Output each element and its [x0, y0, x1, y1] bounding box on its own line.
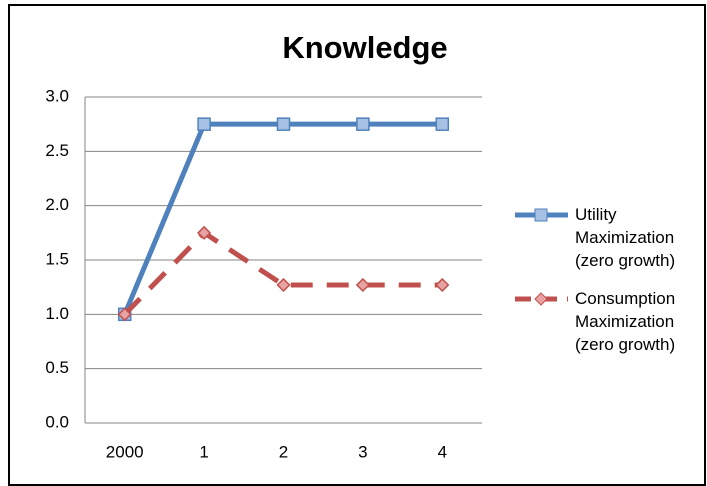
y-tick-label: 2.0	[45, 195, 69, 214]
point-marker	[435, 117, 450, 131]
legend-item	[515, 208, 568, 222]
legend-marker	[534, 292, 548, 306]
y-tick-label: 1.0	[45, 304, 69, 323]
legend-label: Consumption Maximization (zero growth)	[575, 289, 676, 354]
series-line	[122, 230, 443, 317]
legend-marker	[534, 208, 548, 222]
point-marker	[435, 277, 450, 293]
x-tick-label: 3	[358, 442, 367, 461]
legend-item	[515, 292, 568, 306]
point-marker	[197, 117, 211, 131]
x-tick-label: 1	[199, 442, 208, 461]
chart-title: Knowledge	[282, 30, 447, 65]
y-tick-label: 3.0	[45, 86, 69, 105]
y-tick-label: 1.5	[45, 249, 69, 268]
point-marker	[197, 225, 212, 240]
point-marker	[276, 277, 291, 293]
x-tick-label: 2	[279, 442, 288, 461]
y-tick-label: 0.0	[45, 412, 69, 431]
point-marker	[117, 307, 132, 322]
x-tick-label: 4	[438, 442, 447, 461]
point-marker	[276, 117, 291, 131]
y-tick-label: 0.5	[45, 358, 69, 377]
point-marker	[356, 117, 370, 131]
y-tick-label: 2.5	[45, 141, 69, 160]
legend-label: Utility Maximization (zero growth)	[575, 205, 676, 270]
point-marker	[355, 277, 370, 293]
x-tick-label: 2000	[106, 442, 144, 461]
chart-border	[8, 4, 706, 486]
